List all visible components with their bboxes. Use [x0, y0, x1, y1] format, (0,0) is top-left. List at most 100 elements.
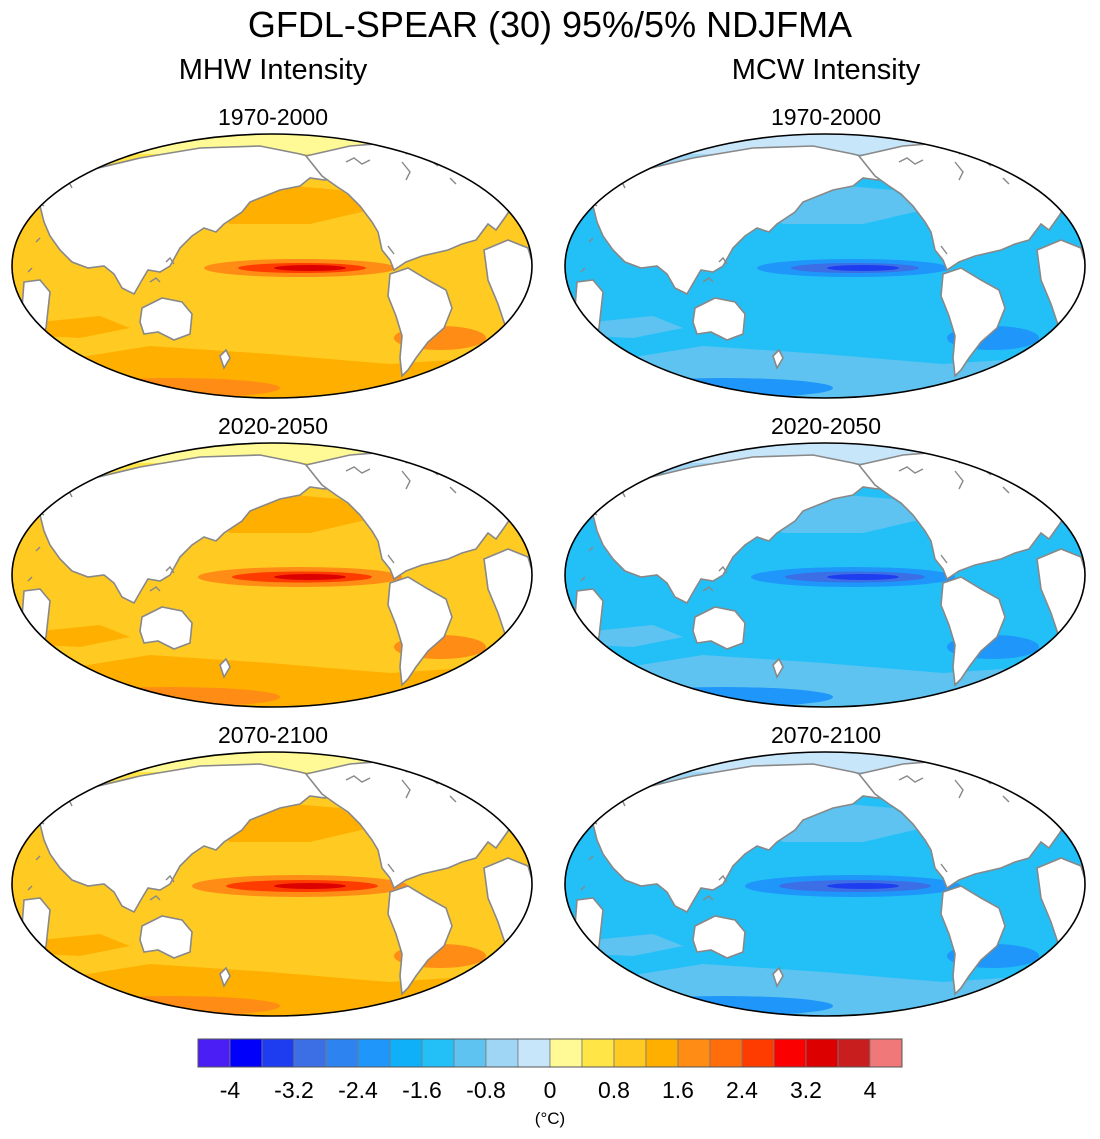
- map-mcw-2020-2050: [564, 442, 1086, 708]
- equatorial-tongue-core: [827, 265, 899, 271]
- coastline-3: [27, 576, 33, 582]
- period-label-mcw-3: 2070-2100: [771, 722, 881, 748]
- land-southAmerica: [387, 267, 453, 378]
- coastline-2: [588, 855, 594, 861]
- colorbar-tick-label: 0.8: [598, 1077, 630, 1103]
- period-label-mhw-1: 1970-2000: [218, 104, 328, 130]
- land-newZealand: [219, 966, 231, 988]
- coastline-3: [580, 576, 586, 582]
- colorbar-unit: (°C): [535, 1109, 565, 1128]
- period-label-mcw-1: 1970-2000: [771, 104, 881, 130]
- coastline-9: [1002, 795, 1010, 803]
- colorbar-swatch: [293, 1038, 327, 1068]
- map-mcw-1970-2000: [564, 133, 1086, 399]
- colorbar-swatch: [389, 1038, 423, 1068]
- colorbar-tick-label: -1.6: [402, 1077, 442, 1103]
- coastline-5: [718, 874, 728, 883]
- coastline-6: [345, 466, 371, 474]
- colorbar-swatch: [581, 1038, 615, 1068]
- colorbar-swatch: [837, 1038, 871, 1068]
- coastline-11: [954, 779, 964, 799]
- land-southAmerica: [387, 576, 453, 687]
- land-australia: [692, 297, 746, 341]
- colorbar-tick-label: -3.2: [274, 1077, 314, 1103]
- colorbar-tick-label: 4: [864, 1077, 877, 1103]
- indian-ocean-band: [593, 625, 683, 647]
- coastline-10: [387, 554, 395, 564]
- coastline-11: [401, 470, 411, 490]
- colorbar-tick-label: -2.4: [338, 1077, 378, 1103]
- colorbar-swatch: [421, 1038, 455, 1068]
- colorbar-tick-label: 3.2: [790, 1077, 822, 1103]
- map-border: [11, 442, 533, 708]
- coastline-2: [588, 546, 594, 552]
- coastline-6: [345, 775, 371, 783]
- colorbar-tick-label: 1.6: [662, 1077, 694, 1103]
- land-newZealand: [772, 348, 784, 370]
- coastline-9: [449, 177, 457, 185]
- coastline-5: [718, 256, 728, 265]
- map-mhw-2020-2050: [11, 442, 533, 708]
- coastline-6: [898, 775, 924, 783]
- map-border: [11, 751, 533, 1017]
- colorbar-frame: [197, 1038, 903, 1068]
- map-border: [11, 133, 533, 399]
- coastline-11: [401, 779, 411, 799]
- equatorial-tongue-core: [274, 883, 346, 889]
- coastline-3: [580, 885, 586, 891]
- coastline-6: [898, 466, 924, 474]
- land-australia: [139, 606, 193, 650]
- colorbar-swatch: [677, 1038, 711, 1068]
- coastline-10: [940, 554, 948, 564]
- land-australia: [139, 297, 193, 341]
- indian-ocean-band: [40, 934, 130, 956]
- colorbar-swatch: [485, 1038, 519, 1068]
- coastline-9: [1002, 177, 1010, 185]
- indian-ocean-band: [593, 934, 683, 956]
- column-title-mhw: MHW Intensity: [178, 54, 368, 86]
- coastline-5: [165, 565, 175, 574]
- land-australia: [692, 606, 746, 650]
- colorbar-swatch: [453, 1038, 487, 1068]
- map-field: [12, 134, 532, 398]
- land-newZealand: [219, 348, 231, 370]
- land-southAmerica: [387, 885, 453, 996]
- coastline-2: [35, 237, 41, 243]
- indian-ocean-band: [40, 316, 130, 338]
- colorbar-tick-label: -0.8: [466, 1077, 506, 1103]
- coastline-3: [27, 885, 33, 891]
- equatorial-tongue-core: [827, 883, 899, 889]
- land-southAmerica: [940, 267, 1006, 378]
- column-title-mcw: MCW Intensity: [731, 54, 921, 86]
- period-label-mcw-2: 2020-2050: [771, 413, 881, 439]
- coastline-9: [449, 795, 457, 803]
- coastline-10: [940, 863, 948, 873]
- colorbar-swatch: [805, 1038, 839, 1068]
- coastline-4: [702, 277, 714, 283]
- coastline-11: [401, 161, 411, 181]
- coastline-2: [35, 855, 41, 861]
- period-label-mhw-2: 2020-2050: [218, 413, 328, 439]
- coastline-11: [954, 161, 964, 181]
- land-newZealand: [772, 966, 784, 988]
- coastline-10: [387, 245, 395, 255]
- map-mhw-2070-2100: [11, 751, 533, 1017]
- coastline-6: [345, 157, 371, 165]
- colorbar-tick-label: 0: [544, 1077, 557, 1103]
- colorbar-swatch: [197, 1038, 231, 1068]
- equatorial-tongue-core: [274, 265, 346, 271]
- colorbar-swatch: [229, 1038, 263, 1068]
- coastline-9: [449, 486, 457, 494]
- colorbar-swatch: [549, 1038, 583, 1068]
- colorbar-swatch: [709, 1038, 743, 1068]
- coastline-9: [1002, 486, 1010, 494]
- coastline-3: [27, 267, 33, 273]
- coastline-4: [149, 586, 161, 592]
- coastline-3: [580, 267, 586, 273]
- colorbar-swatch: [325, 1038, 359, 1068]
- map-border: [564, 751, 1086, 1017]
- coastline-4: [702, 586, 714, 592]
- equatorial-tongue-core: [274, 574, 346, 580]
- colorbar-swatch: [869, 1038, 903, 1068]
